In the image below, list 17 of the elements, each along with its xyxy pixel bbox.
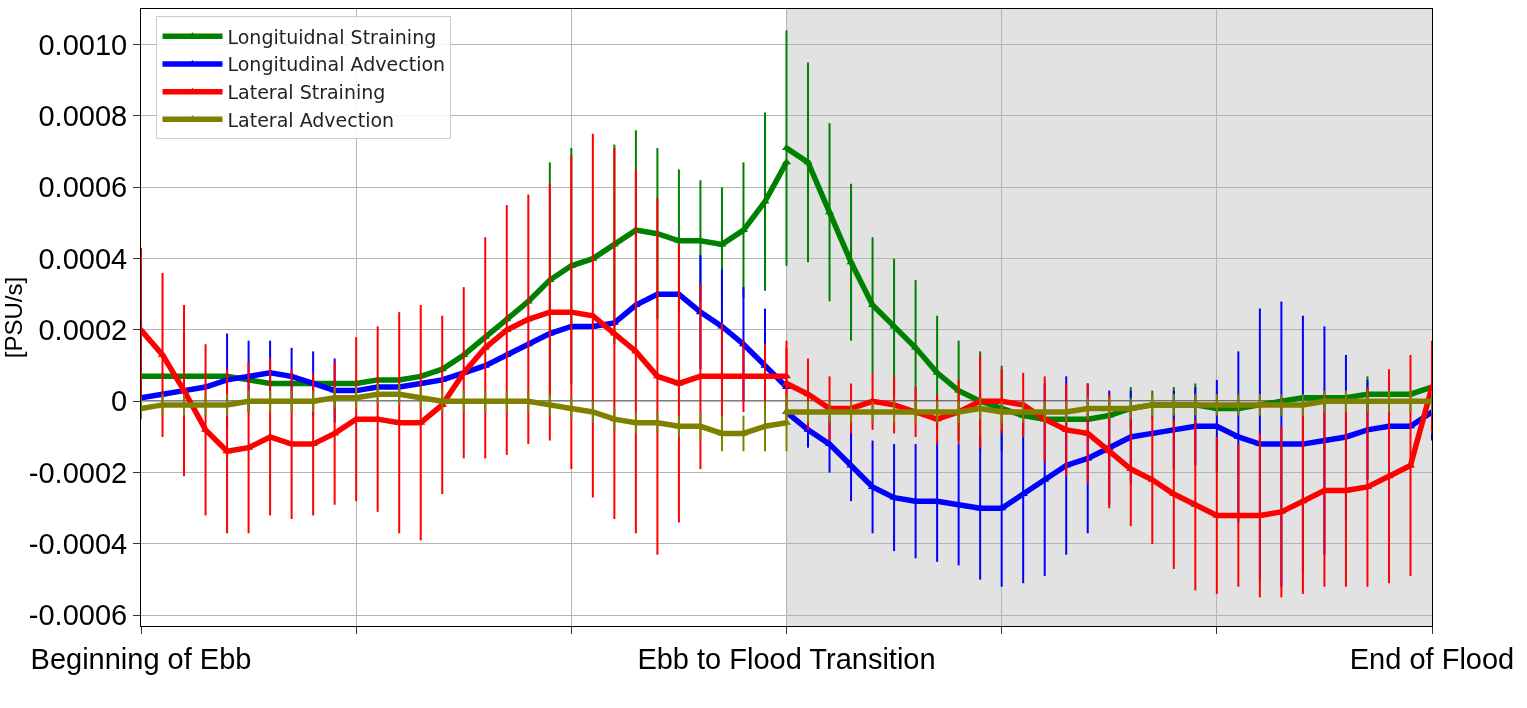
legend-label: Lateral Advection bbox=[227, 108, 395, 131]
y-tick-label: 0.0010 bbox=[38, 28, 128, 61]
y-tick-label: 0 bbox=[111, 385, 128, 418]
legend-label: Longituidnal Straining bbox=[227, 25, 437, 48]
y-axis-title: [PSU/s] bbox=[0, 276, 27, 359]
legend-label: Lateral Straining bbox=[227, 81, 386, 104]
x-tick-label: Beginning of Ebb bbox=[30, 642, 252, 675]
y-tick-label: 0.0002 bbox=[38, 314, 128, 347]
y-tick-label: -0.0006 bbox=[28, 599, 128, 632]
x-tick-label: End of Flood bbox=[1349, 642, 1515, 675]
x-tick-label: Ebb to Flood Transition bbox=[637, 642, 936, 675]
y-tick-label: -0.0002 bbox=[28, 456, 128, 489]
y-tick-label: 0.0004 bbox=[38, 242, 128, 275]
y-tick-label: 0.0006 bbox=[38, 171, 128, 204]
y-tick-label: -0.0004 bbox=[28, 528, 128, 561]
legend-label: Longitudinal Advection bbox=[227, 53, 446, 76]
y-tick-label: 0.0008 bbox=[38, 100, 128, 133]
